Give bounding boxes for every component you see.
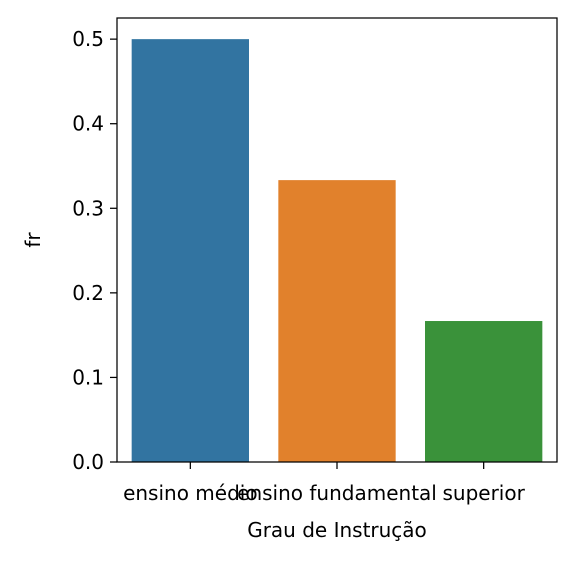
x-axis-label: Grau de Instrução [247,518,427,542]
y-tick-label-2: 0.2 [72,281,104,305]
bar-0 [131,39,249,463]
x-tick-label-0: ensino médio [123,481,258,505]
x-tick-label-2: superior [442,481,525,505]
y-tick-label-5: 0.5 [72,27,104,51]
y-axis-label: fr [21,232,45,248]
y-tick-label-4: 0.4 [72,112,104,136]
y-tick-label-1: 0.1 [72,365,104,389]
plot-frame [116,17,558,463]
y-tick-label-0: 0.0 [72,450,104,474]
bar-1 [278,180,396,463]
bar-2 [425,321,543,462]
y-tick-label-3: 0.3 [72,196,104,220]
bars-group [131,39,543,463]
x-tick-label-1: ensino fundamental [237,481,437,505]
y-ticks-group: 0.0 0.1 0.2 0.3 0.4 0.5 [72,27,117,474]
